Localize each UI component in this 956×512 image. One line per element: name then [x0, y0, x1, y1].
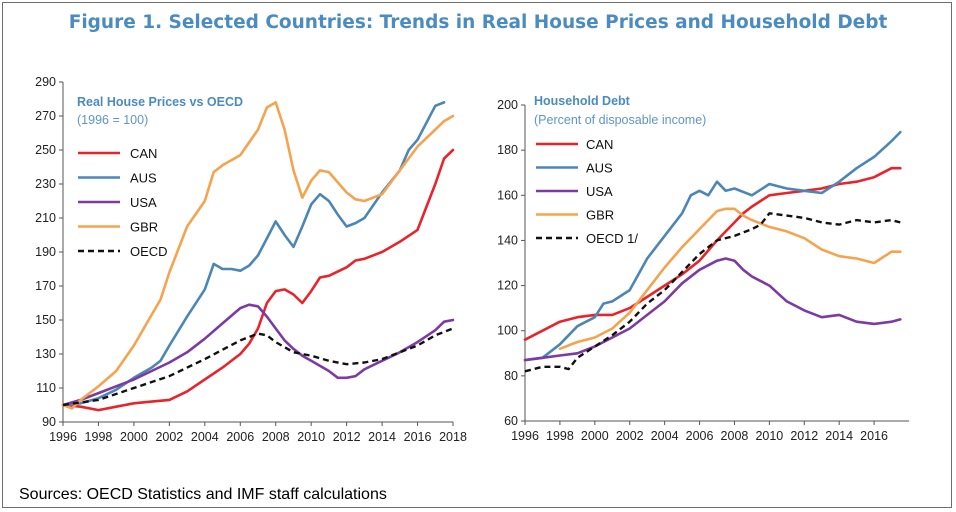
y-tick-label: 80 — [504, 369, 518, 383]
y-tick-label: 120 — [497, 279, 518, 293]
y-tick-label: 60 — [504, 414, 518, 428]
y-tick-label: 160 — [497, 188, 518, 202]
x-tick-label: 2016 — [404, 430, 432, 444]
series-line-oecd — [62, 327, 454, 407]
sources-note: Sources: OECD Statistics and IMF staff c… — [19, 486, 387, 503]
x-tick-label: 1998 — [85, 430, 113, 444]
x-tick-label: 2004 — [651, 429, 679, 443]
y-tick-label: 100 — [497, 324, 518, 338]
y-tick-label: 230 — [35, 177, 56, 191]
household-debt-chart: 60 80 100 120 140 160 180 200 1996 1998 2000 2002 20… — [497, 94, 909, 443]
x-tick-label: 1996 — [511, 429, 539, 443]
x-tick-label: 2006 — [226, 430, 254, 444]
series-line-can — [61, 148, 455, 412]
y-tick-label: 90 — [42, 415, 56, 429]
x-tick-label: 2018 — [439, 430, 467, 444]
y-tick-label: 290 — [35, 75, 56, 89]
x-tick-label: 2012 — [790, 429, 818, 443]
x-tick-label: 2008 — [262, 430, 290, 444]
legend-label: CAN — [130, 146, 157, 161]
x-tick-label: 2006 — [686, 429, 714, 443]
series-line-aus — [523, 130, 902, 362]
y-tick-label: 170 — [35, 279, 56, 293]
x-tick-label: 2012 — [333, 430, 361, 444]
x-tick-label: 1998 — [546, 429, 574, 443]
x-tick-label: 1996 — [49, 430, 77, 444]
y-tick-label: 250 — [35, 143, 56, 157]
y-tick-label: 130 — [35, 347, 56, 361]
series-line-gbr — [61, 101, 455, 410]
series-line-usa — [523, 257, 902, 362]
x-tick-label: 2008 — [721, 429, 749, 443]
y-tick-label: 210 — [35, 211, 56, 225]
x-tick-label: 2002 — [616, 429, 644, 443]
y-tick-label: 180 — [497, 143, 518, 157]
x-tick-label: 2014 — [368, 430, 396, 444]
y-tick-label: 200 — [497, 98, 518, 112]
x-tick-label: 2002 — [155, 430, 183, 444]
legend-label: USA — [130, 195, 157, 210]
x-tick-label: 2016 — [860, 429, 888, 443]
legend-label: GBR — [586, 208, 614, 223]
figure-title: Figure 1. Selected Countries: Trends in … — [68, 12, 888, 33]
panel-title: Household Debt — [534, 94, 631, 108]
y-tick-label: 110 — [36, 381, 56, 395]
legend-label: USA — [586, 184, 613, 199]
series-line-can — [523, 166, 902, 341]
x-tick-label: 2010 — [755, 429, 783, 443]
x-tick-label: 2014 — [825, 429, 853, 443]
x-tick-label: 2000 — [581, 429, 609, 443]
legend-label: AUS — [586, 161, 613, 176]
x-tick-label: 2010 — [297, 430, 325, 444]
series-line-gbr — [558, 207, 902, 351]
y-tick-label: 140 — [497, 233, 518, 247]
x-tick-label: 2000 — [120, 430, 148, 444]
legend-label: OECD — [130, 244, 168, 259]
legend-label: GBR — [130, 220, 158, 235]
panel-title: Real House Prices vs OECD — [77, 95, 243, 109]
legend-label: OECD 1/ — [586, 231, 638, 246]
x-tick-label: 2004 — [191, 430, 219, 444]
y-tick-label: 150 — [35, 313, 56, 327]
legend-label: AUS — [130, 171, 157, 186]
legend-label: CAN — [586, 137, 613, 152]
series-line-oecd-1 — [524, 212, 901, 373]
panel-subtitle: (1996 = 100) — [77, 113, 148, 127]
y-tick-label: 190 — [35, 245, 56, 259]
y-tick-label: 270 — [35, 109, 56, 123]
panel-subtitle: (Percent of disposable income) — [534, 113, 706, 127]
house-prices-chart: 90 110 130 150 170 190 210 230 250 270 290 1996 1998… — [35, 75, 467, 444]
series-line-usa — [61, 303, 455, 407]
